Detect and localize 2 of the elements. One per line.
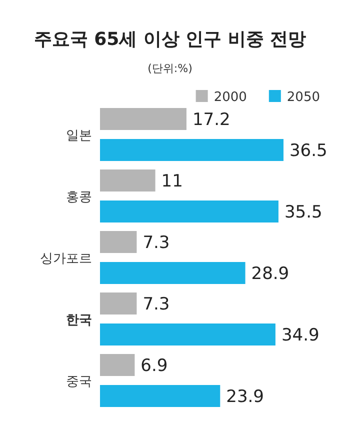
subtitle: (단위:%): [148, 62, 192, 75]
title: 주요국 65세 이상 인구 비중 전망: [34, 29, 306, 50]
